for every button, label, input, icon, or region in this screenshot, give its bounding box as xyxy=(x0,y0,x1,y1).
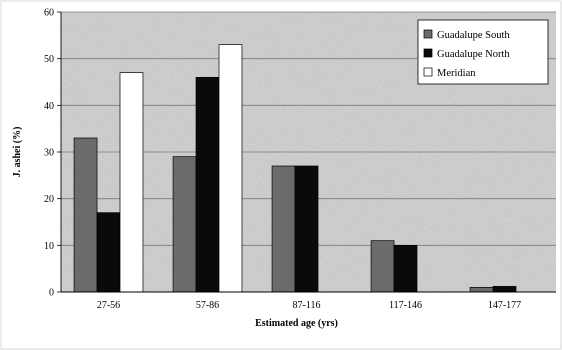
y-tick-label: 40 xyxy=(44,101,54,112)
bar-guadalupe-south-147-177 xyxy=(469,286,494,293)
bar-guadalupe-north-147-177 xyxy=(492,286,517,293)
x-tick-labels: 27-56 57-86 87-116 117-146 147-177 xyxy=(97,300,521,311)
legend-label: Guadalupe South xyxy=(437,30,510,41)
bar-guadalupe-south-27-56 xyxy=(73,137,98,293)
bar-meridian-57-86 xyxy=(218,44,243,293)
x-axis-label: Estimated age (yrs) xyxy=(255,318,338,329)
legend-swatch xyxy=(423,48,433,58)
legend-box xyxy=(417,19,549,85)
bar-guadalupe-north-57-86 xyxy=(195,76,220,293)
x-tick-label: 27-56 xyxy=(97,300,120,311)
bar-guadalupe-north-117-146 xyxy=(393,244,418,293)
axes xyxy=(57,11,556,293)
y-tick-label: 20 xyxy=(44,194,54,205)
legend: Guadalupe South Guadalupe North Meridian xyxy=(417,19,549,85)
y-tick-label: 50 xyxy=(44,54,54,65)
bar-meridian-27-56 xyxy=(119,72,144,293)
bars xyxy=(73,44,517,293)
bar-guadalupe-south-87-116 xyxy=(271,165,296,293)
y-tick-label: 30 xyxy=(44,148,54,159)
bar-guadalupe-south-117-146 xyxy=(370,240,395,293)
x-tick-label: 147-177 xyxy=(488,300,521,311)
y-tick-label: 10 xyxy=(44,241,54,252)
y-tick-label: 0 xyxy=(49,288,54,299)
legend-label: Guadalupe North xyxy=(437,49,510,60)
y-tick-label: 60 xyxy=(44,8,54,19)
y-tick-labels: 0 10 20 30 40 50 60 xyxy=(44,8,54,299)
legend-swatch xyxy=(423,29,433,39)
bar-guadalupe-south-57-86 xyxy=(172,156,197,293)
y-axis-label: J. ashei (%) xyxy=(12,127,23,178)
x-tick-label: 87-116 xyxy=(293,300,321,311)
legend-label: Meridian xyxy=(437,68,476,79)
bar-guadalupe-north-27-56 xyxy=(96,212,121,293)
bar-guadalupe-north-87-116 xyxy=(294,165,319,293)
x-tick-label: 57-86 xyxy=(196,300,219,311)
x-tick-label: 117-146 xyxy=(389,300,422,311)
legend-swatch xyxy=(423,67,433,77)
